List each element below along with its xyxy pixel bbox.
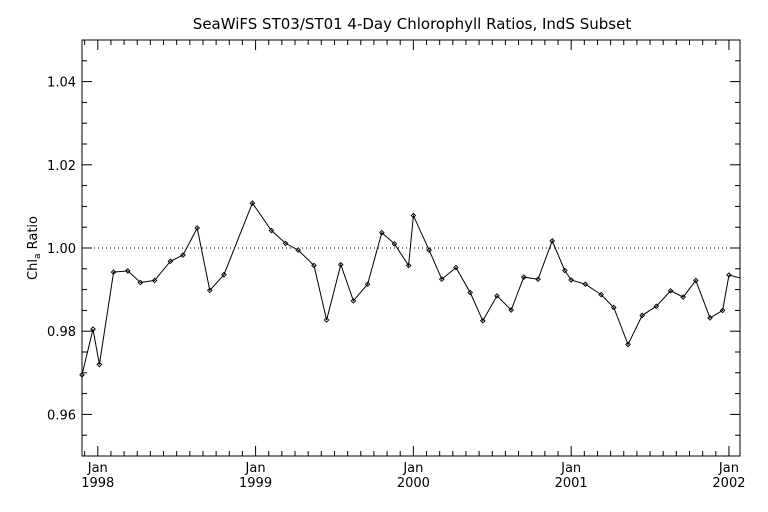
data-point (582, 281, 589, 288)
data-point (194, 225, 201, 231)
y-axis-label-main: Chl (26, 259, 41, 280)
data-point (639, 312, 646, 319)
data-point (410, 212, 417, 219)
data-point (311, 262, 317, 269)
y-axis-label: Chla Ratio (26, 216, 43, 280)
data-point (96, 361, 103, 368)
data-point (653, 303, 660, 310)
x-tick-label-month: Jan (245, 461, 266, 476)
data-point (426, 247, 432, 253)
data-point (610, 304, 617, 311)
data-point (405, 262, 412, 269)
data-point (467, 289, 474, 296)
data-point (323, 317, 330, 323)
data-point (719, 307, 726, 314)
data-point (337, 261, 344, 268)
data-point (221, 271, 227, 278)
data-point (282, 240, 289, 247)
data-point (364, 281, 371, 288)
data-point (692, 277, 699, 284)
x-tick-label-year: 2001 (555, 476, 588, 491)
y-tick-label: 1.00 (47, 242, 76, 257)
data-point (249, 200, 256, 206)
x-tick-label-year: 1998 (81, 476, 114, 491)
x-tick-label-month: Jan (87, 461, 108, 476)
data-point (562, 267, 568, 274)
data-point (598, 291, 604, 298)
data-point (667, 288, 674, 294)
data-point (726, 272, 732, 278)
x-tick-label-month: Jan (718, 461, 739, 476)
data-point (350, 297, 357, 304)
data-point (151, 277, 158, 284)
y-tick-label: 0.96 (47, 408, 76, 423)
data-point (124, 268, 131, 274)
series-line (81, 202, 730, 376)
data-point (625, 341, 631, 348)
x-tick-label-month: Jan (402, 461, 423, 476)
data-point (268, 227, 275, 234)
data-point (707, 315, 713, 321)
data-point (180, 252, 186, 258)
x-tick-label-year: 1999 (239, 476, 272, 491)
data-point (568, 277, 574, 283)
data-point (494, 293, 500, 299)
data-point (167, 258, 174, 265)
data-point (79, 372, 85, 378)
data-point (206, 287, 213, 294)
y-axis-label-subscript: a (33, 254, 43, 260)
x-tick-label-year: 2002 (712, 476, 745, 491)
data-point (378, 229, 385, 236)
data-point (453, 264, 459, 271)
y-tick-label: 1.02 (47, 159, 76, 174)
data-point (535, 276, 541, 283)
y-tick-label: 0.98 (47, 325, 76, 340)
data-point (295, 247, 302, 253)
x-tick-label-month: Jan (560, 461, 581, 476)
data-point (90, 326, 96, 332)
data-point (680, 294, 687, 300)
chart-title: SeaWiFS ST03/ST01 4-Day Chlorophyll Rati… (193, 15, 632, 33)
data-point (438, 276, 445, 283)
data-point (137, 279, 144, 286)
data-point (549, 238, 556, 244)
data-point (520, 274, 527, 280)
data-point (391, 241, 398, 247)
data-points (79, 200, 732, 378)
x-tick-label-year: 2000 (397, 476, 430, 491)
y-tick-label: 1.04 (47, 76, 76, 91)
y-axis-label-rest: Ratio (26, 216, 41, 254)
data-point (110, 269, 117, 275)
data-point (479, 317, 486, 324)
data-point (508, 307, 515, 313)
